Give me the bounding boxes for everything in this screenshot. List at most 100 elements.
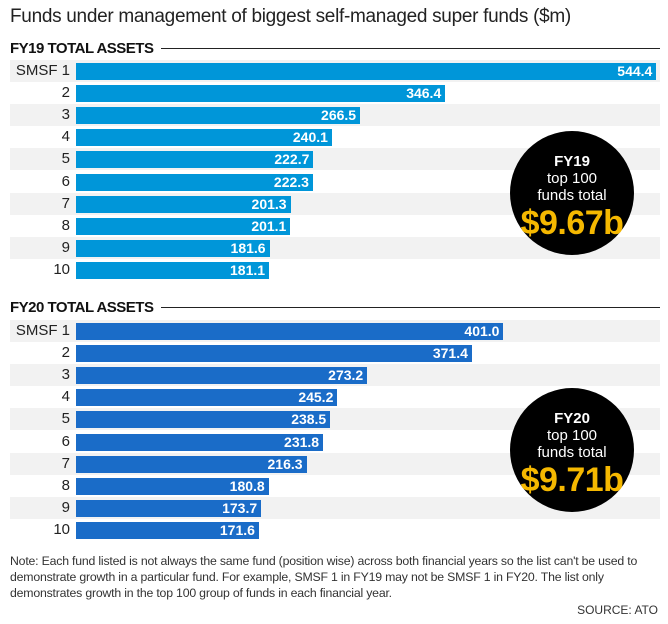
category-label: 6 [61, 172, 70, 190]
bar: 231.8 [76, 433, 324, 451]
bar: 238.5 [76, 411, 331, 429]
data-label: 245.2 [298, 389, 334, 406]
footnote: Note: Each fund listed is not always the… [10, 554, 638, 600]
bar-row: SMSF 1 544.4 [10, 60, 660, 82]
category-label: 8 [61, 216, 70, 234]
callout-text: top 100 [546, 427, 598, 444]
data-label: 222.3 [273, 173, 309, 190]
data-label: 240.1 [292, 129, 328, 146]
data-label: 173.7 [222, 499, 258, 516]
bar-row: 6 231.8 [10, 431, 660, 453]
bar-row: 2 346.4 [10, 82, 660, 104]
category-label: 4 [61, 388, 70, 406]
data-label: 273.2 [328, 367, 364, 384]
data-label: 201.3 [251, 195, 287, 212]
bar-row: 6 222.3 [10, 171, 660, 193]
data-label: 222.7 [274, 151, 310, 168]
bar: 201.1 [76, 217, 291, 235]
category-label: SMSF 1 [15, 62, 70, 79]
bar: 273.2 [76, 367, 368, 385]
fy20-section-title: FY20 TOTAL ASSETS [10, 299, 154, 316]
bar-row: 10 181.1 [10, 259, 660, 281]
data-label: 371.4 [432, 345, 468, 362]
data-label: 266.5 [321, 107, 357, 124]
callout-value: $9.67b [520, 204, 624, 242]
bar-row: 4 245.2 [10, 386, 660, 408]
bar: 222.7 [76, 151, 314, 169]
data-label: 231.8 [284, 433, 320, 450]
callout-text: funds total [537, 444, 607, 461]
bar-row: 8 180.8 [10, 475, 660, 497]
data-label: 544.4 [617, 63, 653, 79]
bar: 371.4 [76, 345, 472, 363]
category-label: 3 [61, 366, 70, 384]
category-label: 9 [61, 498, 70, 516]
category-label: 2 [61, 84, 70, 102]
fy19-section-header: FY19 TOTAL ASSETS [10, 40, 660, 57]
divider [161, 307, 660, 308]
data-label: 346.4 [406, 85, 442, 102]
bar: 544.4 [76, 63, 657, 80]
bar-row: 7 216.3 [10, 452, 660, 475]
bar-row: 5 238.5 [10, 408, 660, 431]
callout-text: funds total [537, 187, 607, 204]
bar-row: 5 222.7 [10, 148, 660, 171]
bar-row: 3 273.2 [10, 364, 660, 387]
bar-row: 2 371.4 [10, 342, 660, 364]
bar: 240.1 [76, 129, 332, 147]
fy19-total-callout: FY19 top 100 funds total $9.67b [510, 131, 634, 255]
bar-row: 10 171.6 [10, 519, 660, 541]
bar: 180.8 [76, 477, 269, 495]
bar-row: 9 181.6 [10, 236, 660, 259]
bar-row: 8 201.1 [10, 215, 660, 237]
data-label: 401.0 [464, 323, 500, 339]
category-label: 5 [61, 410, 70, 428]
bar: 266.5 [76, 107, 361, 125]
bar: 171.6 [76, 521, 259, 539]
category-label: 10 [53, 520, 70, 538]
bar: 401.0 [76, 323, 504, 340]
bar-row: 4 240.1 [10, 126, 660, 148]
callout-year: FY19 [554, 153, 590, 170]
category-label: 4 [61, 128, 70, 146]
fy20-total-callout: FY20 top 100 funds total $9.71b [510, 388, 634, 512]
callout-value: $9.71b [520, 461, 624, 499]
divider [161, 48, 660, 49]
category-label: 3 [61, 106, 70, 124]
category-label: 8 [61, 476, 70, 494]
source: SOURCE: ATO [577, 603, 658, 617]
bar: 173.7 [76, 499, 262, 517]
bar: 245.2 [76, 389, 338, 407]
bar-row: SMSF 1 401.0 [10, 320, 660, 342]
category-label: 9 [61, 238, 70, 256]
bar: 201.3 [76, 195, 291, 213]
bar: 346.4 [76, 85, 446, 103]
bar: 181.1 [76, 261, 270, 279]
data-label: 181.6 [230, 239, 266, 256]
bar-row: 9 173.7 [10, 496, 660, 519]
data-label: 181.1 [230, 261, 266, 278]
category-label: 10 [53, 260, 70, 278]
fy19-section-title: FY19 TOTAL ASSETS [10, 40, 154, 57]
category-label: 5 [61, 150, 70, 168]
callout-text: top 100 [546, 170, 598, 187]
bar-row: 3 266.5 [10, 104, 660, 127]
category-label: 7 [61, 194, 70, 212]
category-label: 6 [61, 432, 70, 450]
bar: 216.3 [76, 455, 307, 473]
callout-year: FY20 [554, 410, 590, 427]
data-label: 216.3 [267, 455, 303, 472]
category-label: SMSF 1 [15, 322, 70, 339]
bar-row: 7 201.3 [10, 192, 660, 215]
data-label: 171.6 [219, 521, 255, 538]
category-label: 7 [61, 454, 70, 472]
chart-title: Funds under management of biggest self-m… [10, 6, 571, 27]
bar: 181.6 [76, 239, 270, 257]
data-label: 238.5 [291, 411, 327, 428]
data-label: 180.8 [229, 477, 265, 494]
category-label: 2 [61, 344, 70, 362]
data-label: 201.1 [251, 217, 287, 234]
fy20-section-header: FY20 TOTAL ASSETS [10, 299, 660, 316]
bar: 222.3 [76, 173, 313, 191]
